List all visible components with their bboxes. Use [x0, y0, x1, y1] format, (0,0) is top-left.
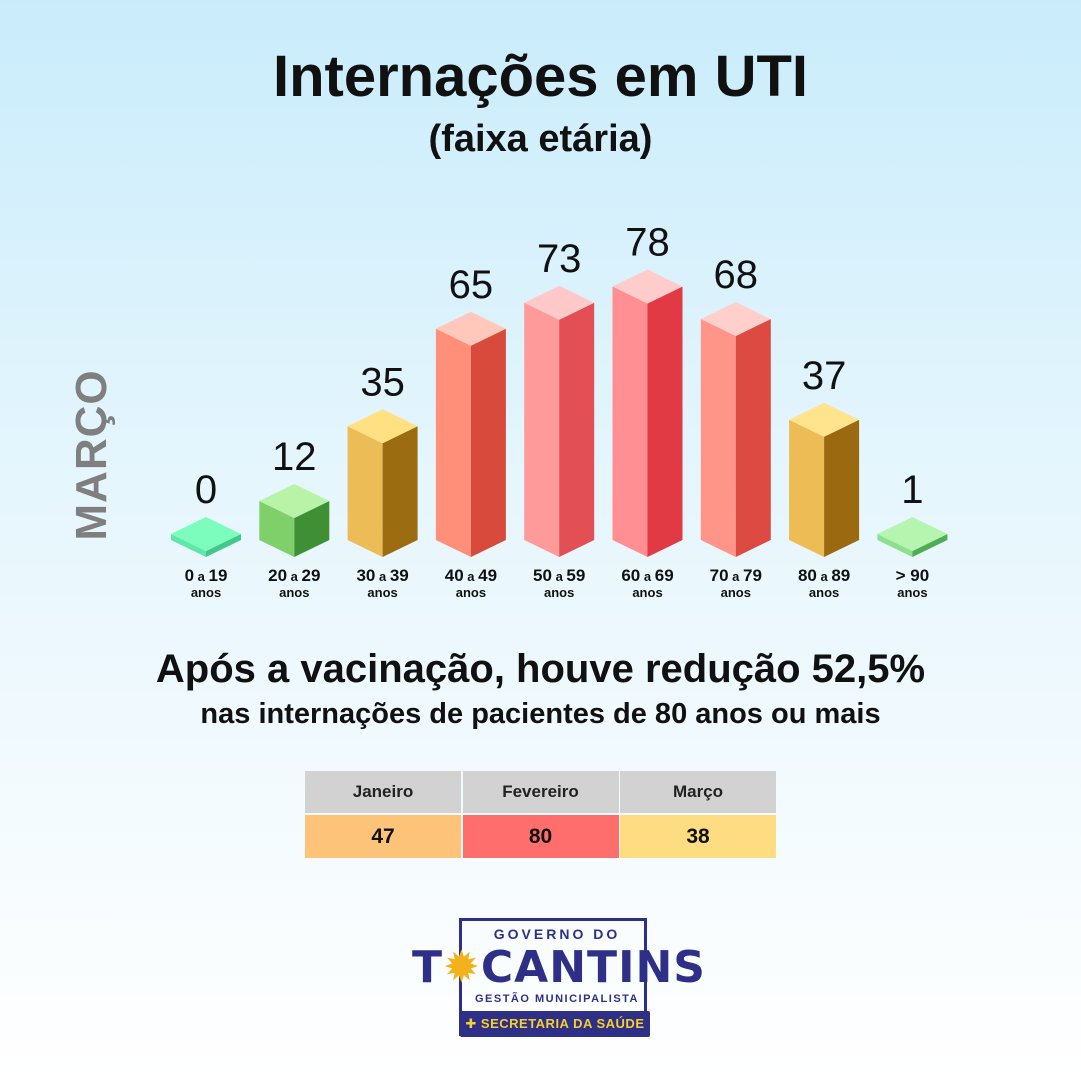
- table-cell-feb: 80: [462, 814, 619, 858]
- bar-side-face: [559, 302, 595, 557]
- bar-front-face: [435, 328, 471, 557]
- bar-value-label: 35: [360, 360, 405, 404]
- bar-side-face: [206, 534, 241, 557]
- bar-top-face: [612, 269, 683, 304]
- category-label: 20 a 29: [268, 566, 320, 585]
- category-label: 70 a 79: [710, 566, 762, 585]
- bar-side-face: [647, 286, 683, 557]
- table-cell-mar: 38: [620, 814, 776, 858]
- category-label: > 90: [896, 566, 930, 585]
- bar-value-label: 73: [537, 237, 582, 281]
- category-unit-label: anos: [632, 585, 662, 600]
- category-unit-label: anos: [191, 585, 221, 600]
- table-header-jan: Janeiro: [305, 771, 461, 813]
- page-subtitle: (faixa etária): [428, 118, 653, 160]
- bar-top-face: [435, 311, 506, 346]
- health-cross-icon: ✚: [465, 1016, 477, 1031]
- bar-front-face: [877, 534, 913, 557]
- table-header-feb: Fevereiro: [462, 771, 619, 813]
- bar-front-face: [524, 302, 560, 557]
- category-label: 0 a 19: [185, 566, 228, 585]
- logo-wordmark-end: CANTINS: [480, 942, 706, 993]
- bar-front-face: [171, 534, 206, 557]
- logo-top-text: GOVERNO DO: [493, 926, 621, 942]
- subheadline: nas internações de pacientes de 80 anos …: [200, 698, 881, 730]
- logo-bar-text: SECRETARIA DA SAÚDE: [480, 1016, 645, 1031]
- bar-front-face: [259, 501, 295, 557]
- logo-frame: [459, 918, 647, 1036]
- category-unit-label: anos: [279, 585, 309, 600]
- bar-front-face: [789, 419, 825, 557]
- bar-front-face: [700, 319, 736, 557]
- bar-side-face: [735, 319, 771, 557]
- bar-top-face: [877, 517, 948, 551]
- bar-value-label: 0: [195, 468, 217, 512]
- category-unit-label: anos: [456, 585, 486, 600]
- category-label: 50 a 59: [533, 566, 585, 585]
- logo-bar: ✚ SECRETARIA DA SAÚDE: [460, 1011, 650, 1037]
- bar-side-face: [824, 419, 860, 557]
- bar-top-face: [171, 517, 241, 551]
- category-label: 40 a 49: [445, 566, 497, 585]
- category-unit-label: anos: [897, 585, 927, 600]
- bar-side-face: [294, 501, 330, 557]
- bar-front-face: [612, 286, 648, 557]
- bar-top-face: [789, 402, 860, 437]
- page-title: Internações em UTI: [272, 44, 809, 109]
- logo-wordmark: T✹CANTINS: [412, 942, 705, 994]
- bar-value-label: 1: [901, 468, 923, 512]
- bar-side-face: [912, 534, 948, 557]
- headline: Após a vacinação, houve redução 52,5%: [155, 647, 926, 691]
- category-label: 60 a 69: [621, 566, 673, 585]
- bar-value-label: 68: [714, 253, 759, 297]
- bar-value-label: 65: [449, 263, 494, 307]
- category-unit-label: anos: [721, 585, 751, 600]
- bar-value-label: 78: [625, 221, 670, 265]
- tocantins-logo: GOVERNO DO T✹CANTINS GESTÃO MUNICIPALIST…: [412, 918, 705, 1040]
- bar-value-label: 12: [272, 435, 317, 479]
- category-label: 80 a 89: [798, 566, 850, 585]
- logo-subtitle: GESTÃO MUNICIPALISTA: [474, 993, 640, 1005]
- sun-icon: ✹: [443, 942, 481, 993]
- category-unit-label: anos: [544, 585, 574, 600]
- logo-wordmark-start: T: [412, 942, 444, 993]
- category-label: 30 a 39: [356, 566, 408, 585]
- table-header-mar: Março: [620, 771, 776, 813]
- bar-side-face: [470, 328, 506, 557]
- table-cell-jan: 47: [305, 814, 461, 858]
- monthly-table: Janeiro Fevereiro Março 47 80 38: [305, 771, 776, 858]
- bar-top-face: [347, 409, 418, 444]
- bar-top-face: [259, 484, 330, 518]
- category-unit-label: anos: [809, 585, 839, 600]
- bar-front-face: [347, 426, 383, 557]
- category-unit-label: anos: [367, 585, 397, 600]
- bar-top-face: [700, 302, 771, 336]
- bar-side-face: [382, 426, 418, 557]
- bar-value-label: 37: [802, 354, 847, 398]
- bar-top-face: [524, 285, 595, 320]
